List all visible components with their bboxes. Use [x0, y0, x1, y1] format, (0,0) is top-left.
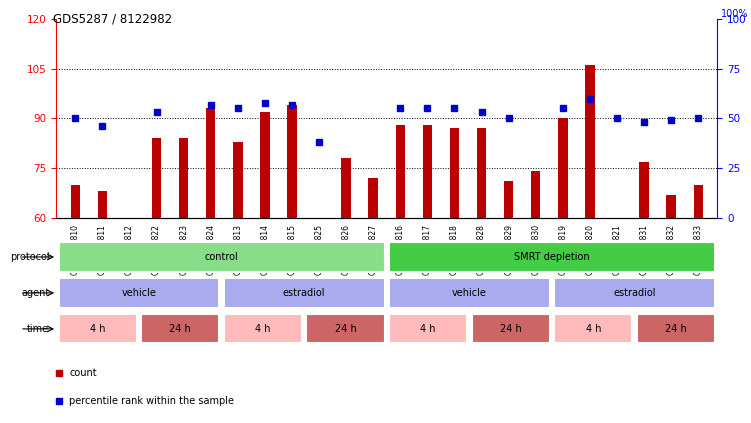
- Bar: [179, 138, 189, 218]
- Text: estradiol: estradiol: [283, 288, 325, 298]
- FancyBboxPatch shape: [637, 314, 715, 343]
- Bar: [260, 112, 270, 218]
- Text: protocol: protocol: [10, 252, 50, 262]
- Bar: [98, 191, 107, 218]
- Text: 4 h: 4 h: [90, 324, 105, 334]
- Text: 24 h: 24 h: [500, 324, 521, 334]
- FancyBboxPatch shape: [141, 314, 219, 343]
- Bar: [152, 138, 161, 218]
- Bar: [396, 125, 405, 218]
- Bar: [639, 162, 649, 218]
- FancyBboxPatch shape: [389, 242, 715, 272]
- Text: 4 h: 4 h: [421, 324, 436, 334]
- Text: 4 h: 4 h: [255, 324, 270, 334]
- Text: time: time: [27, 324, 50, 334]
- Text: 100%: 100%: [722, 9, 749, 19]
- Text: estradiol: estradiol: [614, 288, 656, 298]
- FancyBboxPatch shape: [59, 242, 385, 272]
- FancyBboxPatch shape: [554, 314, 632, 343]
- Text: 24 h: 24 h: [665, 324, 686, 334]
- Text: count: count: [69, 368, 97, 378]
- Bar: [531, 171, 541, 218]
- Bar: [558, 118, 568, 218]
- Text: agent: agent: [21, 288, 50, 298]
- Text: SMRT depletion: SMRT depletion: [514, 252, 590, 262]
- Text: 24 h: 24 h: [335, 324, 356, 334]
- FancyBboxPatch shape: [554, 278, 715, 308]
- Bar: [477, 129, 487, 218]
- FancyBboxPatch shape: [224, 278, 385, 308]
- Bar: [206, 109, 216, 218]
- FancyBboxPatch shape: [59, 314, 137, 343]
- Bar: [369, 178, 378, 218]
- Text: vehicle: vehicle: [122, 288, 156, 298]
- Bar: [342, 158, 351, 218]
- Bar: [585, 66, 595, 218]
- FancyBboxPatch shape: [224, 314, 302, 343]
- Bar: [666, 195, 676, 218]
- Bar: [504, 181, 514, 218]
- FancyBboxPatch shape: [389, 314, 467, 343]
- Text: percentile rank within the sample: percentile rank within the sample: [69, 396, 234, 406]
- FancyBboxPatch shape: [306, 314, 385, 343]
- FancyBboxPatch shape: [59, 278, 219, 308]
- Text: vehicle: vehicle: [452, 288, 487, 298]
- Text: 24 h: 24 h: [170, 324, 191, 334]
- Bar: [71, 185, 80, 218]
- FancyBboxPatch shape: [389, 278, 550, 308]
- FancyBboxPatch shape: [472, 314, 550, 343]
- Text: GDS5287 / 8122982: GDS5287 / 8122982: [53, 13, 172, 26]
- Bar: [287, 105, 297, 218]
- Bar: [233, 142, 243, 218]
- Text: 4 h: 4 h: [586, 324, 601, 334]
- Bar: [450, 129, 459, 218]
- Bar: [423, 125, 432, 218]
- Text: control: control: [205, 252, 238, 262]
- Bar: [693, 185, 703, 218]
